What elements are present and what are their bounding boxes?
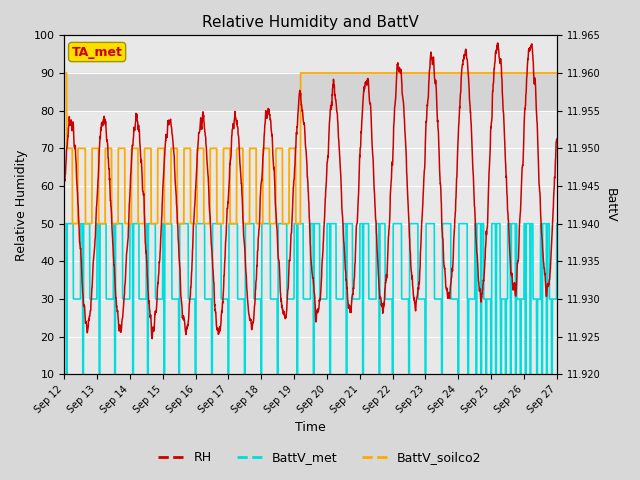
Bar — [64, 73, 557, 111]
Title: Relative Humidity and BattV: Relative Humidity and BattV — [202, 15, 419, 30]
Y-axis label: Relative Humidity: Relative Humidity — [15, 149, 28, 261]
Y-axis label: BattV: BattV — [604, 188, 617, 222]
X-axis label: Time: Time — [295, 421, 326, 434]
Legend: RH, BattV_met, BattV_soilco2: RH, BattV_met, BattV_soilco2 — [154, 446, 486, 469]
Text: TA_met: TA_met — [72, 46, 122, 59]
